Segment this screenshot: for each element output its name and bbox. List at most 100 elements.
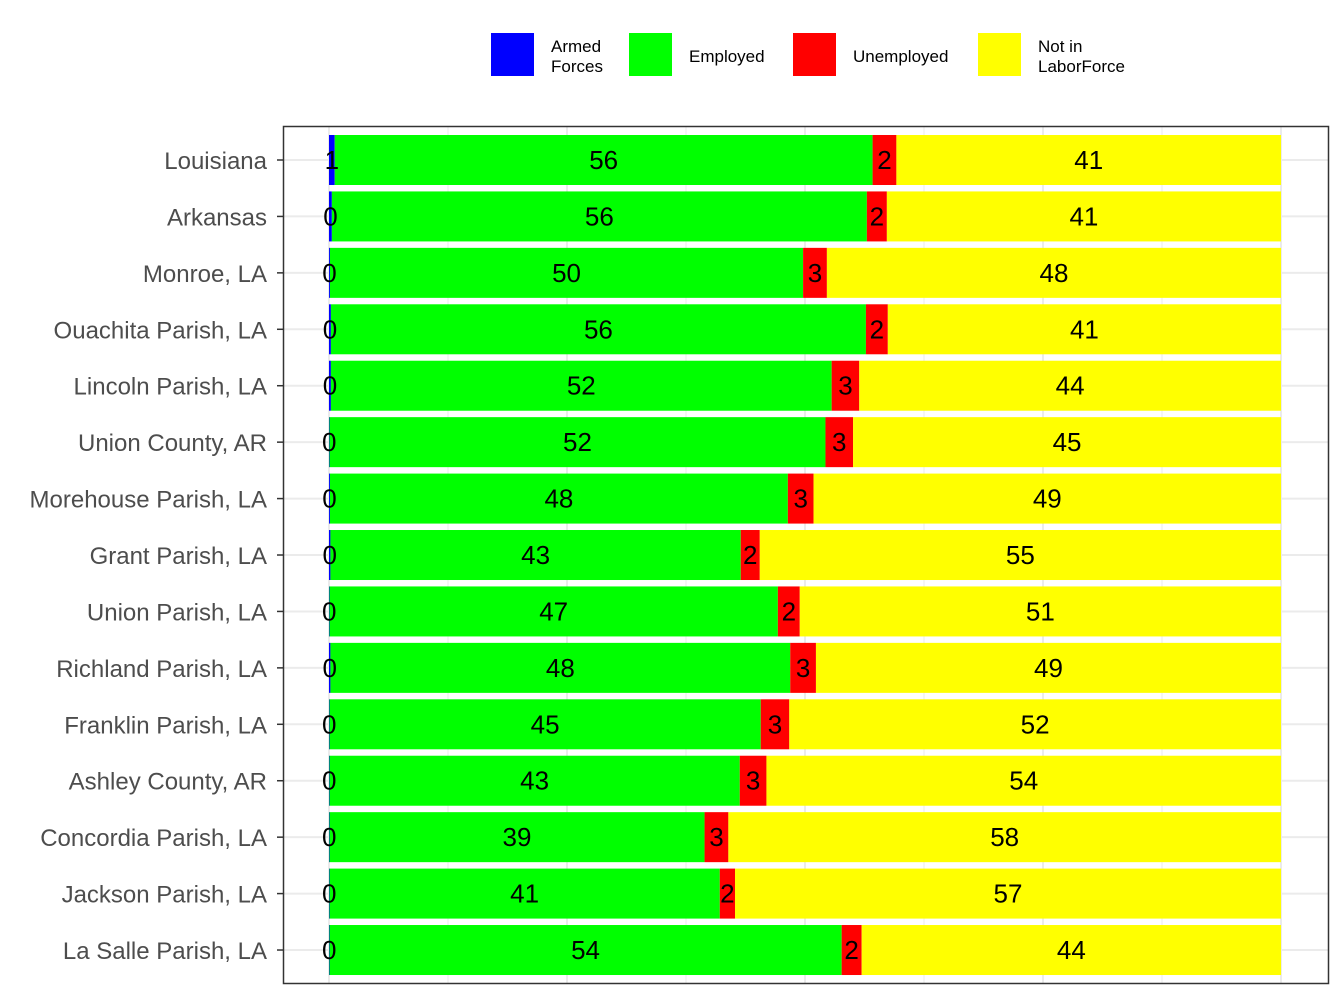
value-label-not-in-laborforce-ashley-county-ar: 54 — [1009, 766, 1038, 796]
bar-employed-jackson-parish-la — [329, 868, 720, 919]
bar-armed-forces-ouachita-parish-la — [329, 304, 331, 355]
y-axis-label-concordia-parish-la: Concordia Parish, LA — [40, 825, 267, 852]
bar-not-in-laborforce-concordia-parish-la — [728, 812, 1281, 863]
bar-not-in-laborforce-louisiana — [896, 135, 1281, 185]
bar-unemployed-union-parish-la — [777, 586, 800, 637]
bar-employed-ashley-county-ar — [329, 755, 740, 806]
bar-armed-forces-arkansas — [329, 191, 332, 242]
bar-not-in-laborforce-union-parish-la — [799, 586, 1281, 637]
bar-employed-grant-parish-la — [330, 530, 741, 581]
bar-employed-louisiana — [334, 135, 873, 185]
bar-unemployed-union-county-ar — [825, 417, 854, 468]
bar-employed-union-county-ar — [329, 417, 826, 468]
legend-key-not-in-laborforce — [978, 33, 1021, 76]
value-label-employed-jackson-parish-la: 41 — [510, 879, 539, 909]
bar-armed-forces-lincoln-parish-la — [329, 360, 331, 411]
value-label-unemployed-louisiana: 2 — [877, 145, 891, 175]
value-label-unemployed-franklin-parish-la: 3 — [768, 709, 782, 739]
value-label-not-in-laborforce-ouachita-parish-la: 41 — [1070, 314, 1099, 344]
bar-not-in-laborforce-richland-parish-la — [815, 642, 1281, 693]
bar-not-in-laborforce-arkansas — [886, 191, 1281, 242]
value-label-unemployed-la-salle-parish-la: 2 — [844, 935, 858, 965]
value-label-unemployed-arkansas: 2 — [870, 201, 884, 231]
bar-armed-forces-morehouse-parish-la — [329, 473, 330, 524]
value-label-employed-arkansas: 56 — [585, 201, 614, 231]
value-label-not-in-laborforce-union-parish-la: 51 — [1026, 596, 1055, 626]
value-label-employed-franklin-parish-la: 45 — [531, 709, 560, 739]
y-axis-label-richland-parish-la: Richland Parish, LA — [56, 656, 267, 683]
bar-not-in-laborforce-union-county-ar — [853, 417, 1281, 468]
bar-armed-forces-jackson-parish-la — [329, 868, 330, 919]
bar-unemployed-concordia-parish-la — [704, 812, 729, 863]
bar-employed-monroe-la — [329, 247, 804, 298]
legend-key-armed-forces — [491, 33, 534, 76]
bar-unemployed-lincoln-parish-la — [831, 360, 860, 411]
value-label-not-in-laborforce-lincoln-parish-la: 44 — [1056, 371, 1085, 401]
bar-unemployed-richland-parish-la — [790, 642, 816, 693]
value-label-employed-monroe-la: 50 — [552, 258, 581, 288]
bar-unemployed-louisiana — [872, 135, 897, 185]
bar-not-in-laborforce-monroe-la — [826, 247, 1281, 298]
legend-label-armed-forces: Forces — [551, 57, 603, 76]
value-label-employed-concordia-parish-la: 39 — [503, 822, 532, 852]
value-label-unemployed-morehouse-parish-la: 3 — [793, 484, 807, 514]
y-axis-label-monroe-la: Monroe, LA — [143, 261, 267, 288]
bar-employed-franklin-parish-la — [329, 699, 761, 750]
bar-unemployed-grant-parish-la — [740, 530, 760, 581]
bar-armed-forces-ashley-county-ar — [329, 755, 330, 806]
bar-armed-forces-grant-parish-la — [329, 530, 331, 581]
bar-not-in-laborforce-ouachita-parish-la — [887, 304, 1281, 355]
value-label-not-in-laborforce-richland-parish-la: 49 — [1034, 653, 1063, 683]
value-label-armed-forces-morehouse-parish-la: 0 — [322, 484, 336, 514]
y-axis-label-lincoln-parish-la: Lincoln Parish, LA — [74, 374, 267, 401]
y-axis: Louisiana Arkansas Monroe, LA Ouachita Pari… — [30, 148, 284, 965]
value-label-unemployed-ashley-county-ar: 3 — [746, 766, 760, 796]
y-axis-label-jackson-parish-la: Jackson Parish, LA — [62, 882, 267, 909]
value-label-not-in-laborforce-franklin-parish-la: 52 — [1021, 709, 1050, 739]
value-label-employed-ouachita-parish-la: 56 — [584, 314, 613, 344]
value-label-not-in-laborforce-arkansas: 41 — [1069, 201, 1098, 231]
bar-unemployed-ashley-county-ar — [739, 755, 767, 806]
value-label-employed-ashley-county-ar: 43 — [520, 766, 549, 796]
y-axis-label-arkansas: Arkansas — [167, 204, 267, 231]
bar-armed-forces-union-county-ar — [329, 417, 330, 468]
value-label-employed-grant-parish-la: 43 — [521, 540, 550, 570]
bar-armed-forces-union-parish-la — [329, 586, 330, 637]
bar-not-in-laborforce-morehouse-parish-la — [813, 473, 1281, 524]
bar-armed-forces-concordia-parish-la — [329, 812, 330, 863]
bar-armed-forces-louisiana — [329, 135, 335, 185]
bar-unemployed-franklin-parish-la — [760, 699, 790, 750]
bar-employed-richland-parish-la — [330, 642, 791, 693]
bar-armed-forces-franklin-parish-la — [329, 699, 330, 750]
bar-armed-forces-richland-parish-la — [329, 642, 331, 693]
y-axis-label-union-county-ar: Union County, AR — [78, 430, 267, 457]
value-label-armed-forces-la-salle-parish-la: 0 — [322, 935, 336, 965]
value-label-not-in-laborforce-monroe-la: 48 — [1039, 258, 1068, 288]
value-label-employed-la-salle-parish-la: 54 — [571, 935, 600, 965]
value-label-armed-forces-grant-parish-la: 0 — [322, 540, 336, 570]
value-label-armed-forces-union-county-ar: 0 — [322, 427, 336, 457]
value-label-armed-forces-lincoln-parish-la: 0 — [323, 371, 337, 401]
bar-unemployed-la-salle-parish-la — [841, 925, 862, 976]
legend-label-not-in-laborforce: Not in — [1038, 37, 1082, 56]
value-label-employed-richland-parish-la: 48 — [546, 653, 575, 683]
value-label-unemployed-lincoln-parish-la: 3 — [838, 371, 852, 401]
y-axis-label-morehouse-parish-la: Morehouse Parish, LA — [30, 487, 267, 514]
bar-not-in-laborforce-grant-parish-la — [759, 530, 1281, 581]
value-label-armed-forces-ashley-county-ar: 0 — [322, 766, 336, 796]
value-label-not-in-laborforce-grant-parish-la: 55 — [1006, 540, 1035, 570]
bar-unemployed-jackson-parish-la — [719, 868, 736, 919]
value-label-armed-forces-jackson-parish-la: 0 — [322, 879, 336, 909]
legend-label-armed-forces: Armed — [551, 37, 601, 56]
y-axis-label-grant-parish-la: Grant Parish, LA — [90, 543, 267, 570]
legend-key-employed — [629, 33, 672, 76]
bar-unemployed-ouachita-parish-la — [865, 304, 888, 355]
bar-armed-forces-monroe-la — [329, 247, 330, 298]
value-label-unemployed-union-parish-la: 2 — [782, 596, 796, 626]
bar-not-in-laborforce-jackson-parish-la — [735, 868, 1281, 919]
y-axis-label-franklin-parish-la: Franklin Parish, LA — [64, 712, 267, 739]
y-axis-label-union-parish-la: Union Parish, LA — [87, 599, 267, 626]
value-label-employed-louisiana: 56 — [589, 145, 618, 175]
